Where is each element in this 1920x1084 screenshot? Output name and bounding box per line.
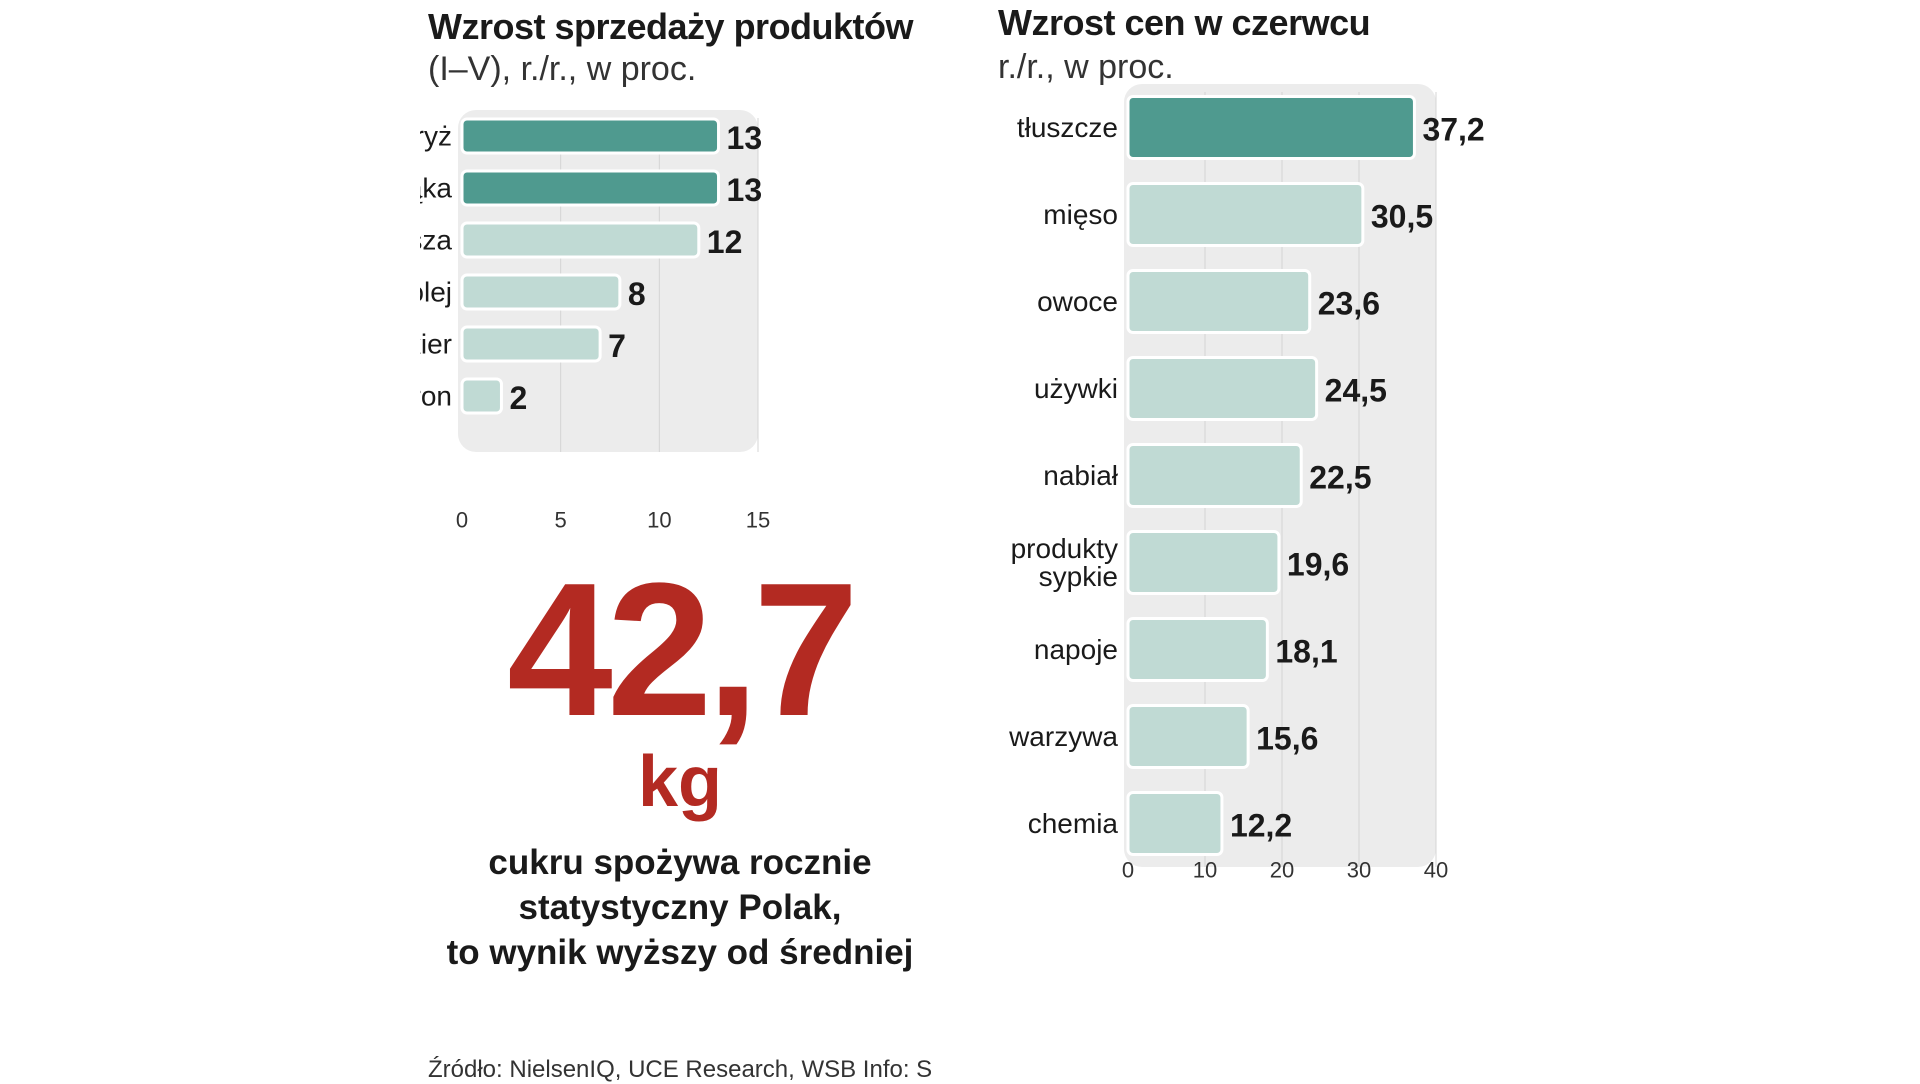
highlight-stat-caption: cukru spożywa rocznie statystyczny Polak… <box>400 840 960 975</box>
category-label: kasza <box>420 225 452 256</box>
value-label: 23,6 <box>1318 286 1380 322</box>
value-label: 18,1 <box>1275 634 1337 670</box>
bar <box>1126 182 1365 247</box>
chart1-title: Wzrost sprzedaży produktów <box>428 6 914 47</box>
value-label: 22,5 <box>1309 460 1371 496</box>
tick-label: 5 <box>555 508 567 533</box>
tick-label: 20 <box>1270 858 1294 883</box>
caption-line: to wynik wyższy od średniej <box>446 933 914 972</box>
bar <box>1126 356 1319 421</box>
value-label: 2 <box>509 380 527 416</box>
bar <box>460 117 721 155</box>
category-label: chemia <box>1028 808 1119 839</box>
category-label: olej <box>420 277 452 308</box>
highlight-stat-unit: kg <box>637 742 723 822</box>
bar <box>460 169 721 207</box>
bar <box>1126 617 1269 682</box>
tick-label: 15 <box>746 508 770 533</box>
category-label: makaron <box>420 381 452 412</box>
tick-label: 40 <box>1424 858 1448 883</box>
category-label: mąka <box>420 173 452 204</box>
category-label: cukier <box>420 329 452 360</box>
category-label: warzywa <box>1008 721 1118 752</box>
tick-label: 0 <box>456 508 468 533</box>
tick-label: 0 <box>1122 858 1134 883</box>
bar <box>1126 704 1250 769</box>
value-label: 15,6 <box>1256 721 1318 757</box>
caption-line: statystyczny Polak, <box>518 888 842 927</box>
tick-label: 30 <box>1347 858 1371 883</box>
value-label: 30,5 <box>1371 199 1433 235</box>
bar <box>460 273 622 311</box>
caption-line: cukru spożywa rocznie <box>488 843 872 882</box>
value-label: 37,2 <box>1422 112 1484 148</box>
chart1-svg: ryż 13 mąka 13 kasza 12 olej 8 cukier 7 makaron 2 0 5… <box>420 110 770 533</box>
bar <box>1126 443 1303 508</box>
chart2-svg: tłuszcze 37,2 mięso 30,5 owoce 23,6 używki 24,5… <box>1008 84 1485 883</box>
source-note: Źródło: NielsenIQ, UCE Research, WSB Inf… <box>428 1056 933 1083</box>
highlight-stat-value: 42,7 <box>507 544 859 756</box>
category-label: produkty <box>1011 533 1118 564</box>
bar <box>460 221 701 259</box>
tick-label: 10 <box>1193 858 1217 883</box>
value-label: 19,6 <box>1287 547 1349 583</box>
category-label: nabiał <box>1043 460 1119 491</box>
chart1-subtitle: (I–V), r./r., w proc. <box>428 50 697 88</box>
category-label: owoce <box>1037 286 1118 317</box>
category-label: sypkie <box>1039 561 1118 592</box>
category-label: ryż <box>420 121 452 152</box>
value-label: 7 <box>608 328 626 364</box>
bar <box>460 377 503 415</box>
tick-label: 10 <box>647 508 671 533</box>
chart2-subtitle: r./r., w proc. <box>998 48 1174 86</box>
chart2-title: Wzrost cen w czerwcu <box>998 2 1371 43</box>
value-label: 12 <box>707 224 743 260</box>
value-label: 12,2 <box>1230 808 1292 844</box>
bar <box>460 325 602 363</box>
bar <box>1126 95 1416 160</box>
category-label: mięso <box>1043 199 1118 230</box>
bar <box>1126 791 1224 856</box>
category-label: tłuszcze <box>1017 112 1118 143</box>
category-label: napoje <box>1034 634 1118 665</box>
value-label: 13 <box>727 120 763 156</box>
value-label: 8 <box>628 276 646 312</box>
value-label: 13 <box>727 172 763 208</box>
category-label: używki <box>1034 373 1118 404</box>
bar <box>1126 269 1312 334</box>
value-label: 24,5 <box>1325 373 1387 409</box>
bar <box>1126 530 1281 595</box>
